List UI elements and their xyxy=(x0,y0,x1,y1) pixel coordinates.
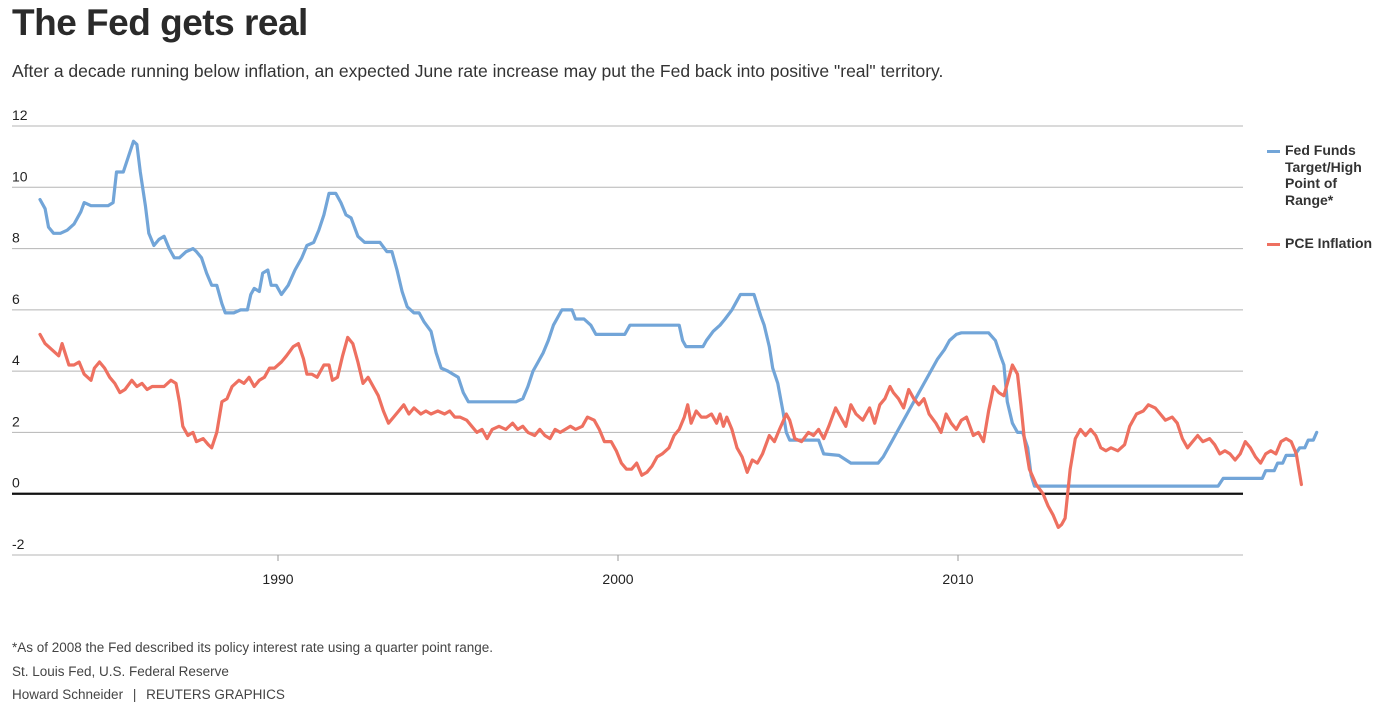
credit-line: Howard Schneider | REUTERS GRAPHICS xyxy=(12,687,285,702)
y-tick-label: 8 xyxy=(12,230,20,246)
y-tick-label: 4 xyxy=(12,352,20,368)
credit-author: Howard Schneider xyxy=(12,687,124,702)
y-tick-label: 6 xyxy=(12,291,20,307)
y-tick-label: 2 xyxy=(12,413,20,429)
x-axis-labels: 1990 2000 2010 xyxy=(262,555,974,587)
y-tick-label: -2 xyxy=(12,536,25,552)
source-line: St. Louis Fed, U.S. Federal Reserve xyxy=(12,664,229,679)
chart-title: The Fed gets real xyxy=(12,2,308,43)
grid-lines xyxy=(12,125,1243,556)
y-axis-labels: 12 10 8 6 4 2 0 -2 xyxy=(12,107,28,552)
y-tick-label: 0 xyxy=(12,475,20,491)
x-tick-label: 2010 xyxy=(942,571,973,587)
legend-label-fed-funds: Fed Funds Target/High Point of Range* xyxy=(1285,142,1362,208)
credit-separator: | xyxy=(132,687,137,702)
y-tick-label: 12 xyxy=(12,107,28,123)
footnote: *As of 2008 the Fed described its policy… xyxy=(12,640,494,655)
chart-subtitle: After a decade running below inflation, … xyxy=(12,61,944,81)
legend-label-pce: PCE Inflation xyxy=(1285,235,1373,251)
legend-swatch-pce xyxy=(1267,243,1280,246)
x-tick-label: 1990 xyxy=(262,571,293,587)
x-tick-label: 2000 xyxy=(602,571,633,587)
series-line-pce xyxy=(38,332,1303,529)
credit-agency: REUTERS GRAPHICS xyxy=(146,687,285,702)
legend-swatch-fed-funds xyxy=(1267,150,1280,153)
y-tick-label: 10 xyxy=(12,168,28,184)
series-line-fed-funds xyxy=(38,139,1319,488)
series-lines xyxy=(38,139,1319,529)
